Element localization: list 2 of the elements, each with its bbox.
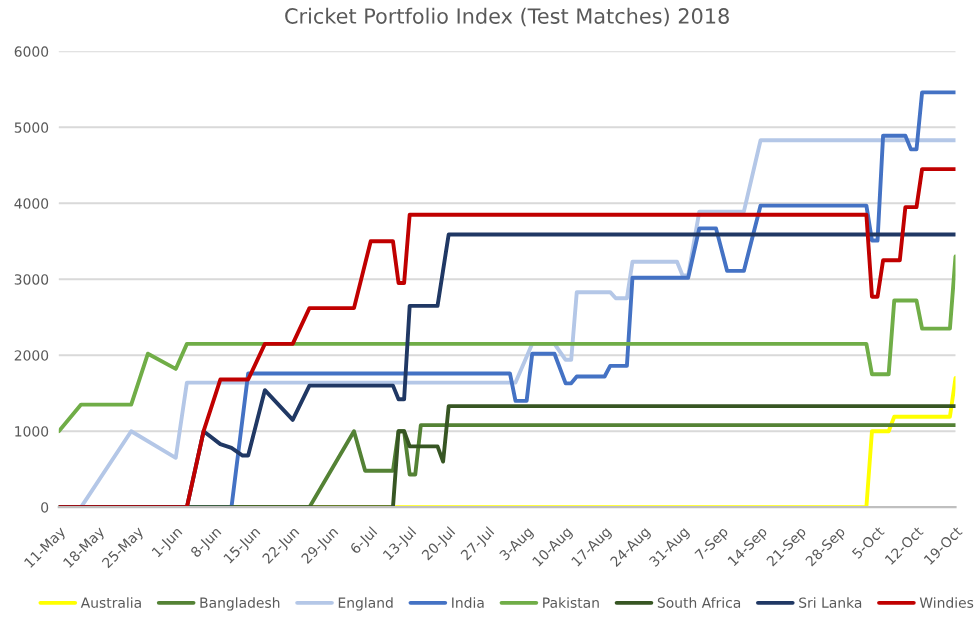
chart-title: Cricket Portfolio Index (Test Matches) 2018: [285, 7, 729, 27]
line-series: [58, 254, 956, 434]
